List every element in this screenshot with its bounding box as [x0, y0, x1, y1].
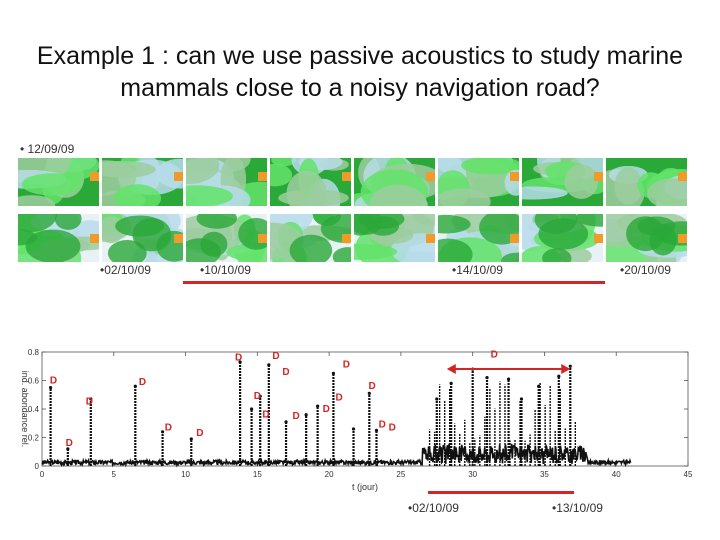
satellite-map-tile: [270, 214, 351, 262]
d-marker: D: [389, 422, 396, 433]
peak-point: [367, 391, 371, 395]
satellite-map-tile: [522, 214, 603, 262]
d-marker: D: [369, 381, 376, 392]
peak-point: [160, 430, 165, 434]
x-tick-label: 35: [540, 470, 549, 479]
x-axis-label: t (jour): [352, 482, 378, 492]
d-marker: D: [262, 410, 269, 421]
peak-point: [435, 397, 439, 401]
y-tick-label: 0: [35, 462, 40, 471]
peak-point: [519, 397, 524, 401]
map-period-bar: [183, 281, 605, 284]
x-tick-label: 0: [40, 470, 45, 479]
d-marker: D: [66, 438, 73, 449]
d-marker: D: [343, 360, 350, 371]
peak-point: [485, 376, 489, 380]
d-marker: D: [491, 350, 498, 361]
d-marker: D: [323, 404, 330, 415]
peak-point: [66, 447, 70, 451]
peak-point: [506, 377, 511, 381]
peak-point: [568, 364, 572, 368]
plot-date-2: •13/10/09: [552, 501, 603, 515]
y-axis-label: ind. abondance rel.: [20, 371, 30, 448]
peak-point: [351, 427, 356, 431]
peak-point: [49, 386, 53, 390]
d-marker: D: [282, 367, 289, 378]
satellite-map-tile: [438, 158, 519, 206]
peak-point: [89, 397, 93, 401]
peak-point: [258, 394, 262, 398]
x-tick-label: 25: [396, 470, 405, 479]
map-date-4: •20/10/09: [620, 263, 671, 277]
plot-frame: [41, 351, 689, 467]
x-tick-label: 20: [325, 470, 334, 479]
peak-point: [304, 413, 308, 417]
peak-point: [249, 407, 254, 411]
satellite-map-tile: [354, 214, 435, 262]
peak-point: [284, 420, 288, 424]
d-marker: D: [379, 420, 386, 431]
y-tick-label: 0.8: [28, 348, 40, 357]
satellite-map-tile: [186, 158, 267, 206]
peak-point: [374, 428, 379, 432]
d-marker: D: [165, 422, 172, 433]
satellite-map-tile: [522, 158, 603, 206]
satellite-map-tile: [354, 158, 435, 206]
d-marker: D: [292, 411, 299, 422]
peak-point: [557, 374, 561, 378]
satellite-map-tile: [102, 214, 183, 262]
slide-title: Example 1 : can we use passive acoustics…: [36, 42, 684, 102]
x-tick-label: 45: [684, 470, 693, 479]
d-marker: D: [254, 391, 261, 402]
satellite-map-tile: [606, 214, 687, 262]
satellite-map-tile: [18, 158, 99, 206]
x-tick-label: 10: [181, 470, 190, 479]
y-tick-label: 0.4: [28, 405, 40, 414]
peak-point: [238, 360, 242, 364]
satellite-map-tile: [102, 158, 183, 206]
d-marker: D: [86, 397, 93, 408]
map-date-3: •14/10/09: [452, 263, 503, 277]
arrow-head-left: [446, 364, 456, 374]
peak-point: [331, 371, 336, 375]
x-tick-label: 5: [112, 470, 117, 479]
d-marker: D: [272, 351, 279, 362]
peak-point: [316, 404, 320, 408]
satellite-map-tile: [438, 214, 519, 262]
map-date-2: •10/10/09: [200, 263, 251, 277]
satellite-map-tile: [18, 214, 99, 262]
peak-point: [267, 363, 271, 367]
x-tick-label: 30: [468, 470, 477, 479]
map-date-top: • 12/09/09: [20, 142, 75, 156]
map-date-1: •02/10/09: [100, 263, 151, 277]
plot-period-bar: [428, 491, 574, 494]
plot-date-1: •02/10/09: [408, 501, 459, 515]
d-marker: D: [336, 392, 343, 403]
satellite-map-tile: [186, 214, 267, 262]
d-marker: D: [50, 375, 57, 386]
d-marker: D: [196, 428, 203, 439]
peak-point: [133, 384, 137, 388]
peak-point: [449, 381, 453, 385]
x-tick-label: 15: [253, 470, 262, 479]
arrow-head-right: [561, 364, 571, 374]
satellite-map-tile: [606, 158, 687, 206]
y-tick-label: 0.2: [28, 434, 40, 443]
d-marker: D: [139, 377, 146, 388]
x-tick-label: 40: [612, 470, 621, 479]
y-tick-label: 0.6: [28, 377, 40, 386]
satellite-map-grid: [18, 158, 690, 262]
signal-baseline: [41, 443, 632, 468]
satellite-map-tile: [270, 158, 351, 206]
d-marker: D: [235, 353, 242, 364]
peak-point: [189, 437, 193, 441]
